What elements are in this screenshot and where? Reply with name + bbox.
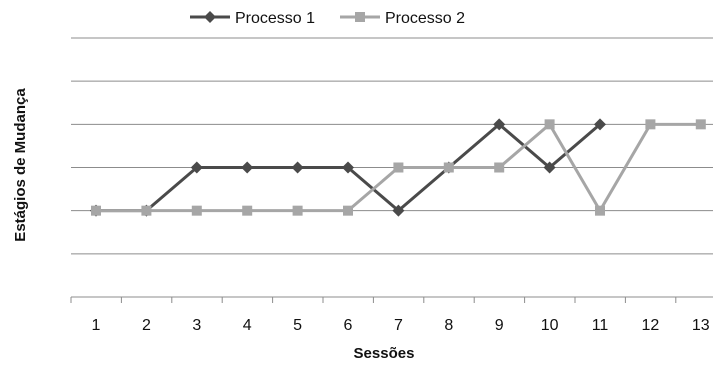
data-point — [141, 205, 152, 216]
data-point — [493, 118, 506, 131]
data-point — [343, 205, 353, 216]
data-point — [443, 162, 454, 173]
series-layer — [90, 118, 706, 217]
legend-item: Processo 2 — [340, 10, 465, 27]
data-point — [291, 161, 304, 174]
legend: Processo 1 Processo 2 — [190, 10, 465, 27]
data-point — [241, 161, 254, 174]
data-point — [191, 205, 202, 216]
x-tick-label: 11 — [592, 317, 609, 334]
legend-marker — [355, 12, 365, 22]
gridlines — [71, 37, 713, 255]
y-axis-title: Estágios de Mudança — [12, 88, 29, 242]
x-tick-label: 12 — [642, 317, 660, 334]
x-tick-label: 6 — [344, 317, 353, 334]
data-point — [392, 204, 405, 217]
x-tick-label: 10 — [541, 317, 559, 334]
series-processo-2 — [91, 119, 706, 216]
data-point — [494, 162, 505, 173]
x-tick-label: 13 — [692, 317, 710, 334]
legend-marker — [204, 11, 216, 23]
x-axis-title: Sessões — [354, 345, 415, 362]
x-axis: 1 2 3 4 5 6 7 8 9 10 11 12 13 — [70, 296, 713, 334]
data-point — [543, 161, 556, 174]
data-point — [544, 119, 555, 130]
x-tick-label: 5 — [293, 317, 302, 334]
data-point — [695, 119, 706, 130]
legend-label: Processo 1 — [235, 10, 315, 27]
data-point — [594, 118, 606, 131]
x-tick-label: 2 — [142, 317, 151, 334]
x-tick-label: 8 — [444, 317, 453, 334]
legend-item: Processo 1 — [190, 10, 315, 27]
x-tick-label: 3 — [192, 317, 201, 334]
data-point — [393, 162, 404, 173]
x-tick-label: 7 — [394, 317, 403, 334]
data-point — [645, 119, 656, 130]
legend-label: Processo 2 — [385, 10, 465, 27]
data-point — [292, 205, 303, 216]
data-point — [91, 205, 101, 216]
x-tick-label: 9 — [495, 317, 504, 334]
data-point — [242, 205, 253, 216]
x-tick-label: 4 — [243, 317, 252, 334]
data-point — [342, 161, 354, 174]
data-point — [595, 205, 605, 216]
data-point — [190, 161, 203, 174]
x-tick-label: 1 — [92, 317, 101, 334]
